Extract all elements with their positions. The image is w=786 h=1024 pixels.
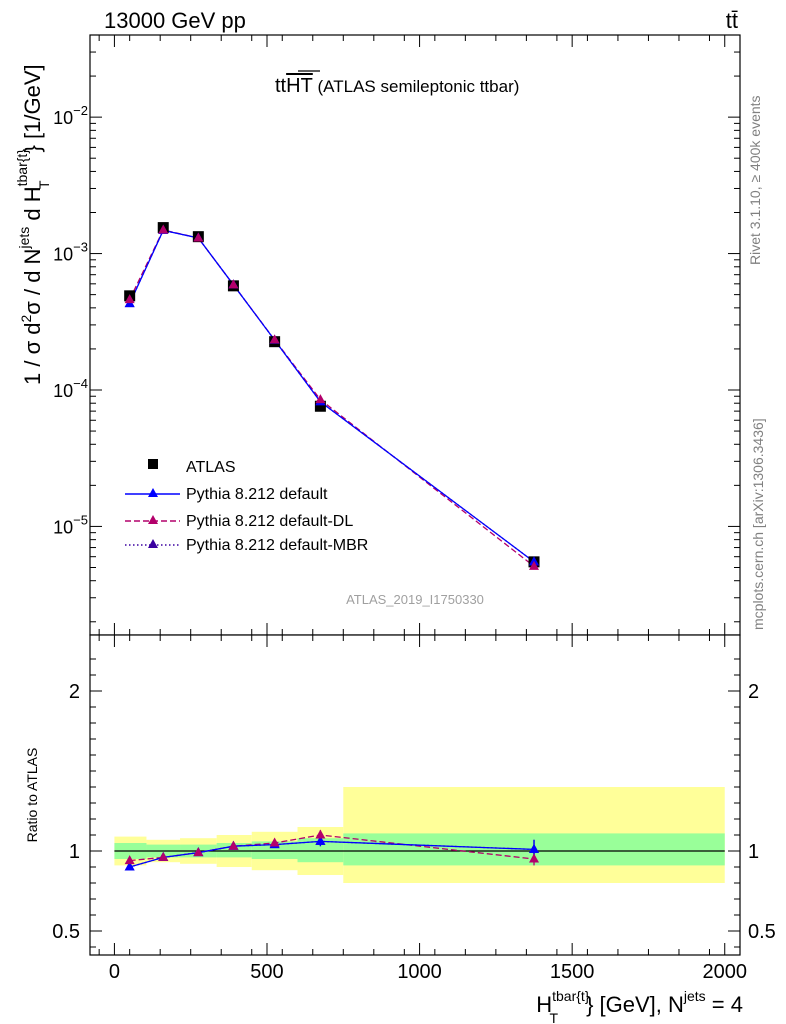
ratio-xtick-label: 0 (109, 961, 120, 983)
xlabel-part-1: H (536, 992, 552, 1017)
legend: ATLAS Pythia 8.212 default Pythia 8.212 … (125, 459, 368, 554)
legend-label-mbr: Pythia 8.212 default-MBR (186, 537, 368, 554)
ylabel-part-8: } [1/GeV] (20, 64, 45, 152)
header-right: tt̄ (726, 8, 738, 33)
mcplots-reference: mcplots.cern.ch [arXiv:1306.3436] (750, 418, 766, 630)
ratio-markers (124, 829, 540, 871)
legend-marker-atlas (148, 459, 158, 469)
title-rest: (ATLAS semileptonic ttbar) (313, 77, 520, 96)
ytick-exponent: −2 (73, 103, 88, 118)
legend-marker-default (148, 488, 158, 497)
main-ytick-label: 10−3 (53, 240, 88, 265)
ratio-marker-default (124, 861, 135, 871)
legend-marker-dl (148, 515, 158, 524)
main-marker-dl (315, 394, 326, 404)
main-ytick-label: 10−5 (53, 512, 88, 537)
main-marker-dl (228, 279, 239, 289)
ratio-marker-dl (193, 847, 204, 857)
ratio-axis-ticks: 0.5 0.5 1 1 2 2 0 500 1000 1500 2000 (52, 635, 776, 983)
ratio-ytick-label-left: 2 (69, 681, 80, 703)
ratio-marker-dl (124, 855, 135, 865)
atlas-data-point (314, 400, 326, 412)
ratio-ytick-label-left: 1 (69, 841, 80, 863)
main-ytick-label: 10−2 (53, 103, 88, 128)
ratio-ytick-label-right: 1 (748, 841, 759, 863)
ytick-base: 10 (53, 517, 73, 537)
xlabel-part-5: jets (683, 988, 706, 1004)
legend-marker-mbr (148, 539, 158, 548)
ratio-marker-default (529, 843, 540, 853)
ratio-ylabel: Ratio to ATLAS (24, 748, 40, 843)
ylabel-part-7: T (36, 180, 52, 189)
title-overline: HT (286, 75, 313, 97)
ratio-xtick-label: 1000 (397, 961, 442, 983)
legend-label-atlas: ATLAS (186, 459, 236, 476)
ratio-marker-dl (158, 851, 169, 861)
ytick-base: 10 (53, 245, 73, 265)
analysis-id: ATLAS_2019_I1750330 (346, 592, 484, 607)
main-marker-dl (158, 224, 169, 234)
ytick-base: 10 (53, 381, 73, 401)
ratio-marker-dl (269, 837, 280, 847)
rivet-version: Rivet 3.1.10, ≥ 400k events (747, 95, 763, 265)
ratio-marker-dl (529, 853, 540, 863)
ratio-xtick-label: 1500 (550, 961, 595, 983)
ratio-marker-dl (228, 840, 239, 850)
main-panel: 10−510−410−310−2 ttHT (ATLAS semileptoni… (14, 34, 741, 636)
title-main: tt (275, 75, 287, 97)
ylabel-part-1: 1 / σ d (20, 323, 45, 386)
ratio-band-inner (216, 843, 252, 858)
ylabel-part-5: d H (20, 186, 45, 226)
main-axis-ticks: 10−510−410−310−2 (53, 34, 741, 635)
ylabel-part-3: σ / d N (20, 249, 45, 315)
main-panel-background (90, 35, 740, 635)
ratio-ytick-label-right: 0.5 (748, 921, 776, 943)
ratio-panel-frame (89, 634, 741, 956)
ylabel-part-6: tbar{t} (14, 149, 30, 187)
ratio-marker-default (315, 835, 326, 845)
xlabel-part-6: = 4 (706, 992, 743, 1017)
legend-label-default: Pythia 8.212 default (186, 486, 328, 503)
ratio-xlabel: Htbar{t} T } [GeV], Njets = 4 (536, 988, 743, 1024)
main-marker-dl (269, 334, 280, 344)
main-title: ttHT (ATLAS semileptonic ttbar) (275, 75, 519, 97)
ratio-ytick-label-left: 0.5 (52, 921, 80, 943)
legend-label-dl: Pythia 8.212 default-DL (186, 513, 353, 530)
main-ytick-label: 10−4 (53, 376, 88, 401)
ratio-band-inner (251, 841, 298, 859)
ratio-panel: 0.5 0.5 1 1 2 2 0 500 1000 1500 2000 Ratio to ATLA… (24, 634, 776, 1024)
ytick-exponent: −3 (73, 240, 88, 255)
ratio-xtick-label: 2000 (702, 961, 747, 983)
main-ylabel: 1 / σ d2σ / d Njets d Htbar{t} T } [1/GeV] (14, 64, 52, 385)
xlabel-part-3: T (550, 1010, 559, 1024)
ytick-base: 10 (53, 108, 73, 128)
xlabel-part-4: } [GeV], N (586, 992, 684, 1017)
ratio-marker-dl (315, 829, 326, 839)
ytick-exponent: −5 (73, 512, 88, 527)
ylabel-part-4: jets (16, 227, 32, 250)
xlabel-part-2: tbar{t} (552, 988, 590, 1004)
main-marker-dl (124, 294, 135, 304)
main-marker-dl (193, 232, 204, 242)
ratio-xtick-label: 500 (250, 961, 283, 983)
ytick-exponent: −4 (73, 376, 88, 391)
ratio-ytick-label-right: 2 (748, 681, 759, 703)
main-marker-dl (529, 560, 540, 570)
header-left: 13000 GeV pp (104, 8, 246, 33)
main-markers (124, 222, 540, 570)
ylabel-part-2: 2 (18, 315, 34, 323)
